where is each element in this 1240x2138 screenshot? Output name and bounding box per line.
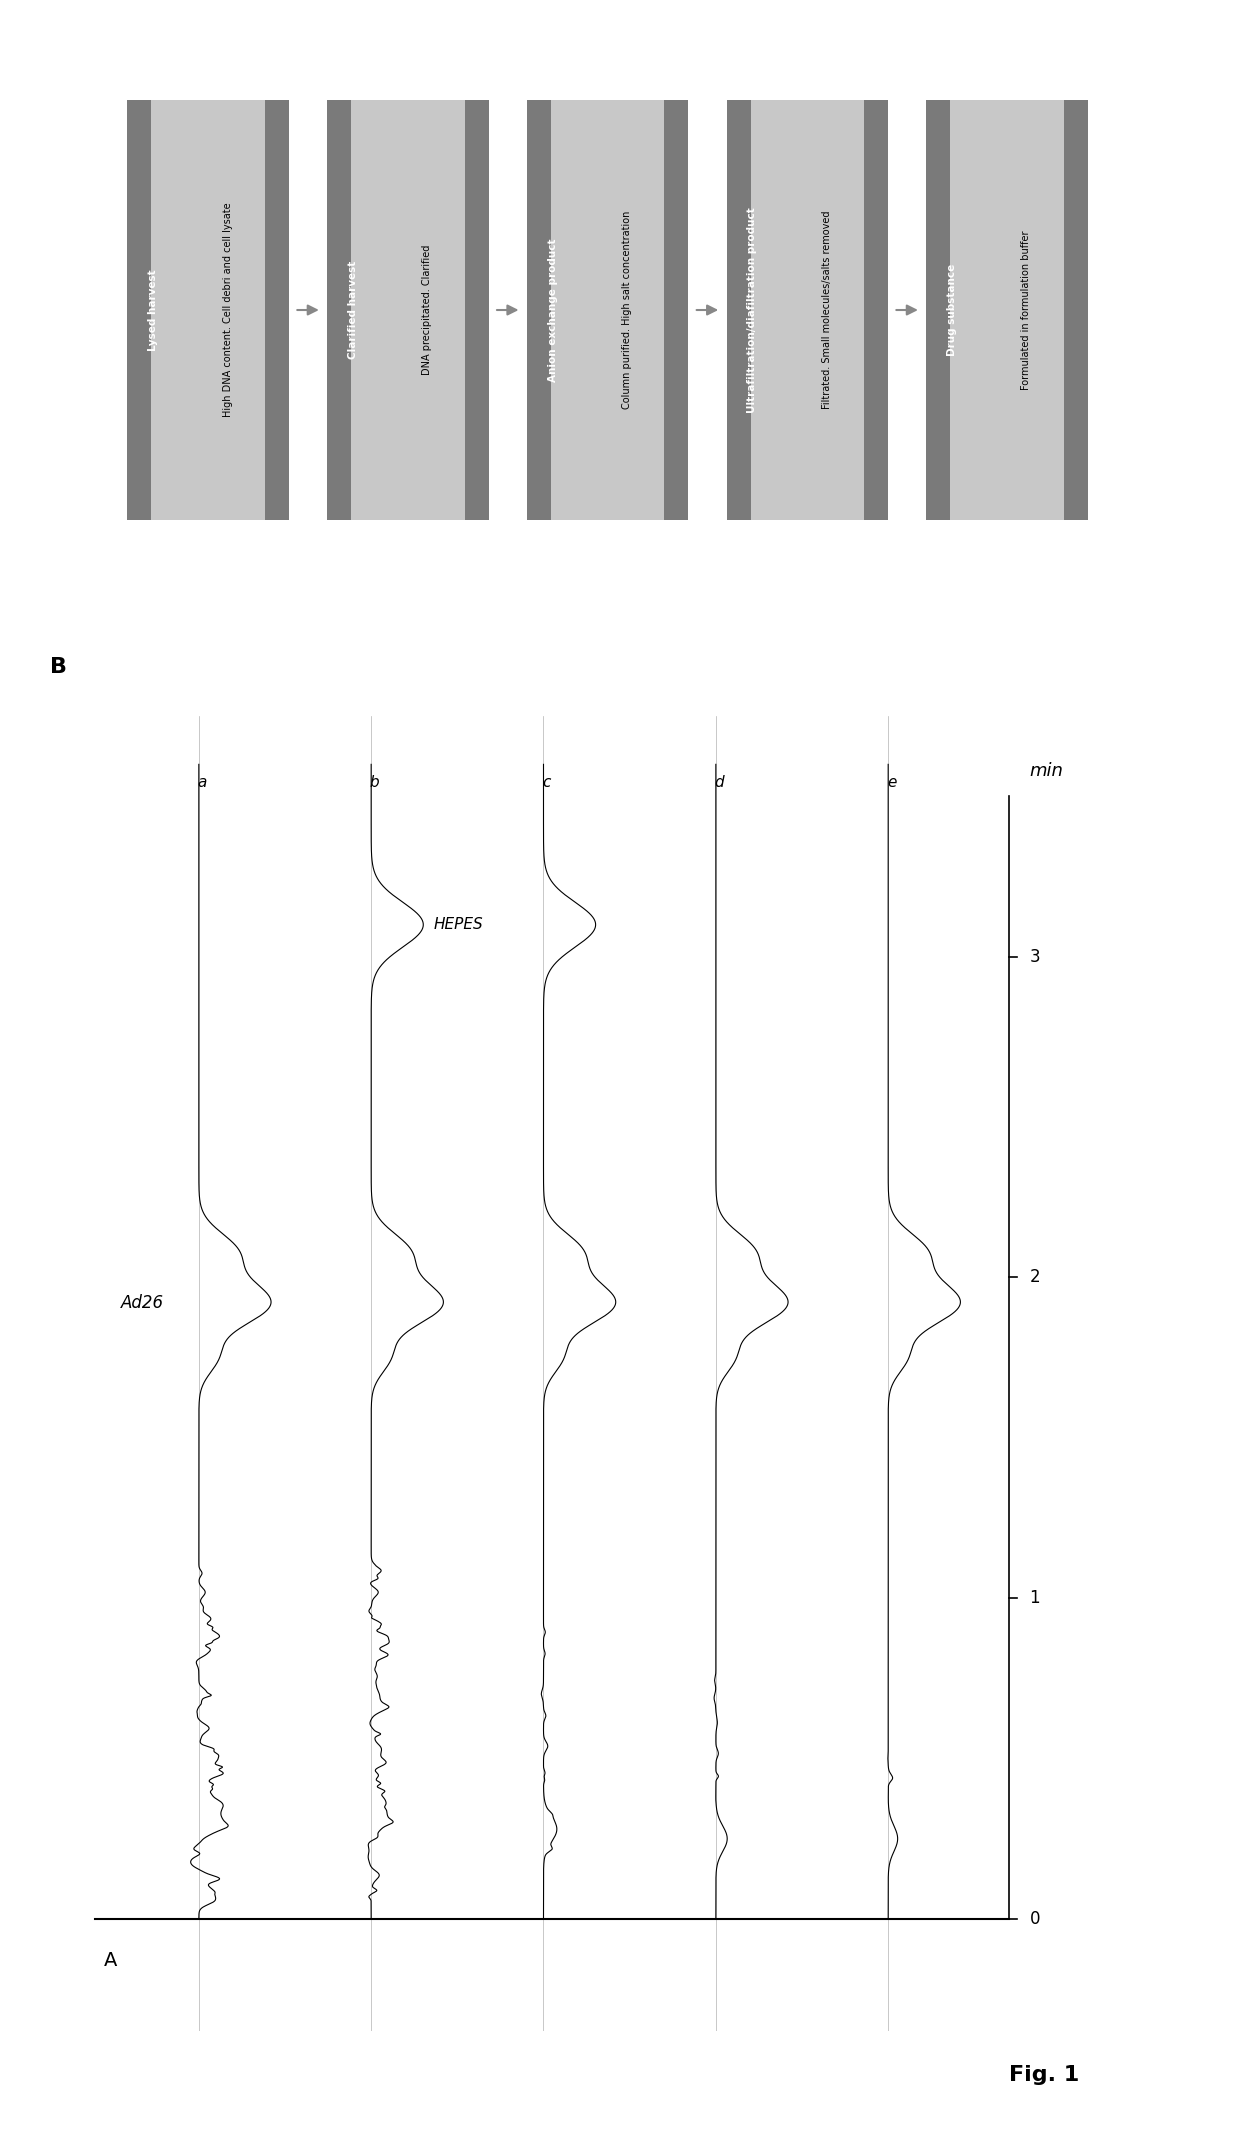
Bar bbox=[128, 100, 289, 520]
Bar bbox=[265, 100, 289, 520]
Text: High DNA content. Cell debri and cell lysate: High DNA content. Cell debri and cell ly… bbox=[223, 203, 233, 417]
Text: a: a bbox=[197, 774, 207, 789]
Text: c: c bbox=[543, 774, 551, 789]
Text: Filtrated. Small molecules/salts removed: Filtrated. Small molecules/salts removed bbox=[822, 212, 832, 408]
Bar bbox=[527, 100, 551, 520]
Text: d: d bbox=[714, 774, 724, 789]
Text: Fig. 1: Fig. 1 bbox=[1008, 2065, 1079, 2085]
Bar bbox=[465, 100, 489, 520]
Bar bbox=[727, 100, 750, 520]
Text: Column purified. High salt concentration: Column purified. High salt concentration bbox=[622, 212, 632, 408]
Text: DNA precipitated. Clarified: DNA precipitated. Clarified bbox=[423, 246, 433, 374]
Text: 1: 1 bbox=[1029, 1589, 1040, 1608]
Bar bbox=[665, 100, 688, 520]
Bar bbox=[727, 100, 888, 520]
Bar bbox=[926, 100, 1087, 520]
Text: Ad26: Ad26 bbox=[122, 1293, 165, 1313]
Text: b: b bbox=[370, 774, 379, 789]
Text: min: min bbox=[1029, 763, 1064, 780]
Bar bbox=[128, 100, 151, 520]
Text: Lysed harvest: Lysed harvest bbox=[149, 269, 159, 351]
Text: B: B bbox=[50, 659, 67, 678]
Text: 2: 2 bbox=[1029, 1268, 1040, 1287]
Bar bbox=[527, 100, 688, 520]
Bar bbox=[926, 100, 950, 520]
Text: e: e bbox=[887, 774, 897, 789]
Bar bbox=[864, 100, 888, 520]
Text: Formulated in formulation buffer: Formulated in formulation buffer bbox=[1022, 231, 1032, 389]
Bar bbox=[1064, 100, 1087, 520]
Text: A: A bbox=[104, 1950, 118, 1969]
Text: Ultrafiltration/diafiltration product: Ultrafiltration/diafiltration product bbox=[748, 207, 758, 413]
Text: HEPES: HEPES bbox=[434, 917, 484, 932]
Text: Anion exchange product: Anion exchange product bbox=[548, 237, 558, 383]
Text: Drug substance: Drug substance bbox=[947, 263, 957, 357]
Bar bbox=[327, 100, 351, 520]
Text: 0: 0 bbox=[1029, 1909, 1040, 1928]
Text: 3: 3 bbox=[1029, 947, 1040, 966]
Bar bbox=[327, 100, 489, 520]
Text: Clarified harvest: Clarified harvest bbox=[348, 261, 358, 359]
